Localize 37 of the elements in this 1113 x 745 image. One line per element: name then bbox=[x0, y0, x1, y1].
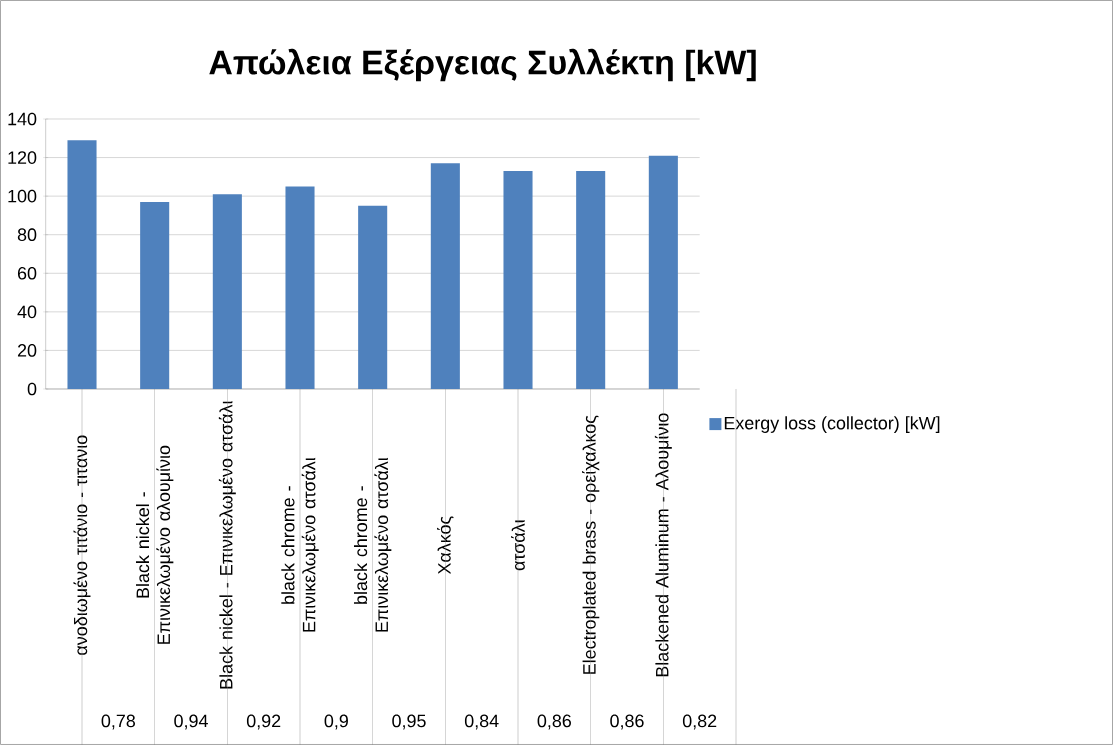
text: 0,92 bbox=[246, 714, 281, 730]
text: 0,84 bbox=[464, 714, 499, 730]
text: 0,86 bbox=[537, 714, 571, 730]
bar bbox=[67, 140, 97, 389]
x-tick-label: ανοδιωμένο τιτάνιο - τιτανιο bbox=[73, 435, 91, 655]
x-tick-label: Black nickel - Επινικελωμένο αλουμίνιο bbox=[135, 445, 174, 644]
y-tick-label: 0 bbox=[27, 382, 37, 396]
bar bbox=[430, 163, 460, 389]
bar bbox=[576, 171, 606, 389]
text: 0,95 bbox=[392, 714, 426, 730]
text: 0,9 bbox=[324, 714, 348, 730]
bar bbox=[285, 186, 315, 389]
bar bbox=[212, 194, 242, 389]
x-tick-label: ατσάλι bbox=[511, 519, 525, 571]
y-tick-label: 80 bbox=[17, 228, 37, 242]
bar bbox=[358, 205, 388, 389]
y-tick-label: 100 bbox=[8, 189, 37, 203]
y-tick-label: 40 bbox=[17, 305, 37, 319]
x-tick-label: black chrome - Επινικελωμένο ατσάλι bbox=[353, 457, 392, 632]
y-tick-label: 140 bbox=[8, 112, 37, 126]
y-tick-label: 60 bbox=[17, 266, 37, 280]
x-tick-label: Black nickel - Επινικελωμένο ατσάλι bbox=[218, 401, 236, 689]
chart-title: Απώλεια Εξέργειας Συλλέκτη [kW] bbox=[209, 48, 756, 82]
x-tick-label: black chrome - Επινικελωμένο ατσάλι bbox=[281, 457, 319, 632]
text: 0,86 bbox=[610, 714, 644, 730]
x-tick-label: Χαλκός bbox=[437, 516, 454, 575]
text: 0,82 bbox=[682, 714, 717, 730]
y-tick-label: 120 bbox=[8, 151, 37, 164]
x-tick-label: Electroplated brass - ορείχαλκος bbox=[582, 415, 600, 674]
text: 0,94 bbox=[174, 714, 208, 730]
y-tick-label: 20 bbox=[17, 344, 37, 357]
bar bbox=[140, 201, 170, 389]
bar bbox=[503, 171, 533, 389]
legend-label: Exergy loss (collector) [kW] bbox=[724, 416, 940, 433]
text: 0,78 bbox=[101, 714, 136, 730]
x-tick-label: Blackened Aluminum - Αλουμίνιο bbox=[654, 413, 672, 677]
bar bbox=[648, 155, 678, 389]
